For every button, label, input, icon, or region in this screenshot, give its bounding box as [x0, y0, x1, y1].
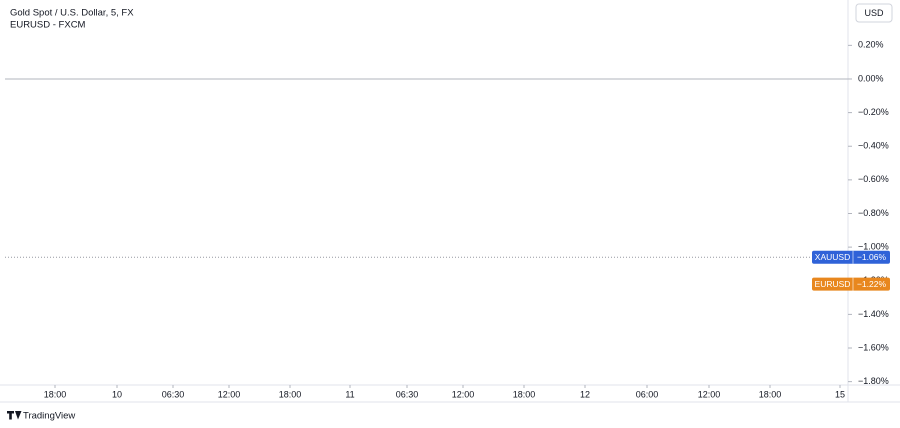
brand-logo [7, 411, 22, 420]
y-tick-label: −1.80% [858, 376, 889, 386]
x-tick-label: 18:00 [44, 389, 67, 399]
x-tick-label: 10 [112, 389, 122, 399]
x-tick-label: 15 [835, 389, 845, 399]
brand: TradingView [23, 411, 75, 422]
x-tick-label: 12:00 [452, 389, 475, 399]
x-tick-label: 11 [345, 389, 354, 399]
currency-button[interactable] [855, 3, 893, 23]
y-tick-label: −1.60% [858, 342, 889, 352]
x-tick-label: 12:00 [698, 389, 721, 399]
x-tick-label: 18:00 [759, 389, 782, 399]
y-tick-label: −0.20% [858, 107, 889, 117]
y-tick-label: −0.80% [858, 208, 889, 218]
y-tick-label: 0.00% [858, 73, 884, 83]
x-tick-label: 12:00 [218, 389, 241, 399]
x-tick-label: 18:00 [513, 389, 536, 399]
x-tick-label: 12 [580, 389, 590, 399]
x-tick-label: 06:00 [636, 389, 659, 399]
value-label: −1.06% [857, 252, 887, 262]
legend-name: EURUSD [815, 279, 851, 289]
y-tick-label: −1.40% [858, 309, 889, 319]
chart-subtitle: EURUSD - FXCM [10, 20, 86, 31]
x-tick-label: 18:00 [279, 389, 302, 399]
y-tick-label: −1.00% [858, 241, 889, 251]
y-tick-label: 0.20% [858, 40, 884, 50]
last-value-badge [812, 277, 890, 291]
y-tick-label: −0.60% [858, 174, 889, 184]
x-tick-label: 06:30 [396, 389, 419, 399]
y-tick-label: −0.40% [858, 141, 889, 151]
x-tick-label: 06:30 [162, 389, 185, 399]
legend-name: XAUUSD [815, 252, 850, 262]
value-label: −1.22% [857, 279, 887, 289]
chart-title: Gold Spot / U.S. Dollar, 5, FX [10, 8, 134, 19]
last-value-badge [812, 250, 890, 264]
currency-label[interactable]: USD [864, 8, 884, 18]
